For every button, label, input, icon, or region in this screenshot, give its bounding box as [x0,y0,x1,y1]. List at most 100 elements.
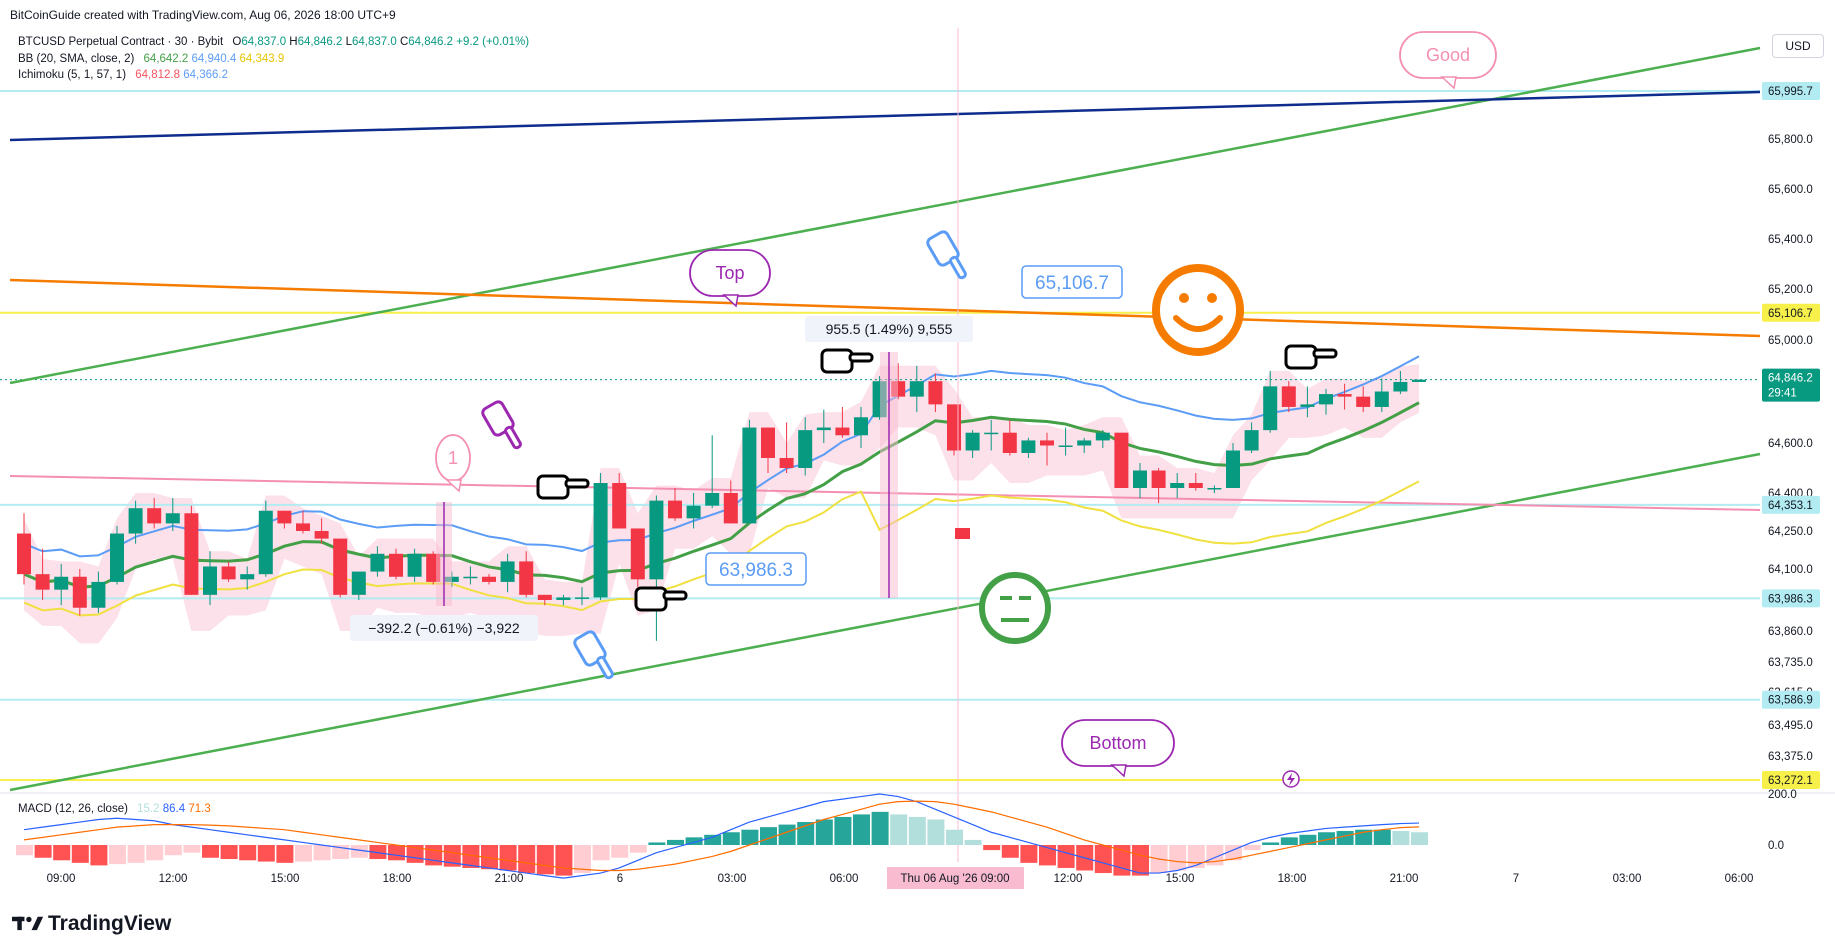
macd-histogram-bar [127,845,145,863]
price-tick-label: 63,860.0 [1768,626,1813,638]
candle-body [389,553,403,577]
tradingview-logo-icon [12,916,44,931]
brand-name: TradingView [48,912,172,935]
ichimoku-title[interactable]: Ichimoku (5, 1, 57, 1) [18,69,127,81]
legend-bb[interactable]: BB (20, SMA, close, 2) 64,642.2 64,940.4… [18,51,529,68]
macd-histogram-bar [1243,845,1261,851]
signal-line [23,800,1420,872]
candle-body [537,594,552,600]
macd-histogram-bar [667,839,684,845]
symbol-title[interactable]: BTCUSD Perpetual Contract · 30 · Bybit [18,36,224,48]
ichimoku-value-1: 64,812.8 [135,69,180,81]
macd-histogram-bar [946,829,963,845]
candle-body [1095,432,1110,441]
macd-histogram-bar [1206,845,1224,866]
macd-histogram-bar [722,832,740,845]
hand-finger [949,255,967,280]
change-value: +9.2 (+0.01%) [456,36,530,48]
macd-histogram-bar [555,845,573,876]
time-tick-label: 21:00 [495,873,524,885]
price-label: 63,986.3 [1768,593,1813,605]
macd-histogram-bar [1411,832,1428,845]
price-note-high: 65,106.7 [1021,265,1123,299]
macd-histogram-bar [388,845,405,861]
macd-histogram-bar [1094,845,1112,874]
candle-body [72,576,87,608]
face-outline [979,572,1051,644]
macd-pane: 200.0 0.0 [0,789,1835,879]
price-label-box [1762,771,1820,789]
legend-main[interactable]: BTCUSD Perpetual Contract · 30 · Bybit O… [18,34,529,51]
pointing-hand-icon [1284,344,1338,370]
price-label-box [1762,82,1820,100]
time-tick-label: 12:00 [1054,873,1083,885]
bubble-top-text: Top [715,263,744,283]
hand-palm [820,348,854,374]
price-label: 63,586.9 [1768,695,1813,707]
candle-body [407,553,422,577]
crosshair-time-label: Thu 06 Aug '26 09:00 [901,873,1010,885]
macd-histogram-bar [1113,845,1131,876]
macd-histogram-bar [313,845,331,861]
macd-histogram-bar [741,829,759,845]
close-value: 64,846.2 [408,36,454,48]
macd-histogram-bar [853,814,870,845]
time-tick-label: 21:00 [1390,873,1419,885]
macd-histogram-bar [1299,834,1317,845]
bubble-bottom-text: Bottom [1089,733,1146,753]
macd-histogram-bar [1262,842,1280,845]
candle-body [1412,379,1426,382]
macd-histogram-bar [536,845,554,875]
price-tick-label: 65,200.0 [1768,284,1813,296]
macd-histogram-bar [983,845,1001,851]
price-tick-label: 65,000.0 [1768,335,1813,347]
macd-histogram-bar [964,839,982,845]
bb-title[interactable]: BB (20, SMA, close, 2) [18,52,135,65]
macd-histogram-bar [1373,829,1391,845]
time-tick-label: 09:00 [47,873,76,885]
candle-body [835,427,850,436]
macd-histogram-bar [518,845,536,874]
candle-body [370,553,385,572]
close-label: C [399,36,409,48]
ichimoku-value-2: 64,366.2 [183,69,228,81]
candle-body [556,597,571,600]
candle-body [1281,386,1296,407]
candle-body [482,576,496,582]
candle-body [333,538,348,595]
candle-body [1040,440,1054,446]
currency-button[interactable]: USD [1772,34,1824,58]
legend-ichimoku[interactable]: Ichimoku (5, 1, 57, 1) 64,812.8 64,366.2 [18,67,529,84]
candle-body [816,427,831,431]
macd-histogram-bar [443,845,461,867]
candle-body [947,404,961,451]
tradingview-logo[interactable]: TradingView [12,912,171,936]
candle-body [668,500,682,519]
candle-body [184,513,199,595]
hand-palm [634,586,668,612]
price-tick-label: 63,735.0 [1768,657,1813,669]
macd-line [23,793,1420,879]
macd-histogram-bar [1225,845,1242,861]
macd-title[interactable]: MACD (12, 26, close) [18,803,128,815]
flag-marker [955,528,970,539]
bb-upper-band [23,355,1420,558]
note-box [1021,265,1123,299]
crosshair-time-box [887,867,1024,889]
macd-histogram-bar [90,845,108,866]
macd-histogram-bar [778,824,796,845]
time-tick-label: 06:00 [830,873,859,885]
bubble-good-text: Good [1426,45,1470,65]
candle-body [612,483,627,529]
candle-body [351,571,366,595]
macd-histogram-bar [629,845,647,853]
candle-body [17,533,31,575]
candle-body [1263,386,1278,431]
macd-legend[interactable]: MACD (12, 26, close) 15.2 86.4 71.3 [18,803,211,815]
candle-body [854,417,868,436]
macd-histogram-bar [462,845,480,868]
macd-value-2: 86.4 [162,803,186,815]
candle-body [1133,470,1147,488]
candle-body [630,528,645,580]
